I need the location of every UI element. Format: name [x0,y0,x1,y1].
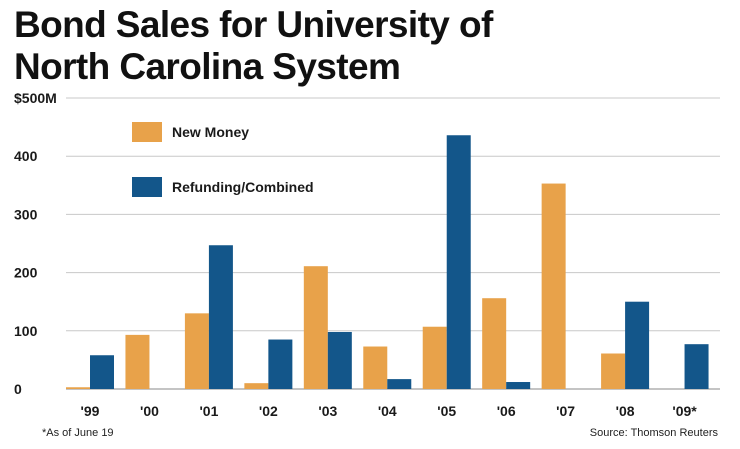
x-tick-label: '01 [199,403,218,419]
bar-new-money [482,298,507,389]
bar-refunding-combined [684,344,709,389]
bar-new-money [184,313,209,389]
x-tick-label: '02 [259,403,278,419]
chart-title-line-1: Bond Sales for University of [14,4,493,45]
source-note: Source: Thomson Reuters [589,427,718,439]
bar-new-money [125,334,150,389]
x-tick-label: '09* [672,403,697,419]
x-tick-label: '05 [437,403,456,419]
bar-refunding-combined [446,135,471,389]
y-tick-label: 200 [14,265,38,281]
bar-new-money [422,326,447,389]
chart-title: Bond Sales for University of North Carol… [14,4,493,88]
bar-new-money [303,266,328,389]
x-tick-label: '08 [616,403,635,419]
bar-new-money [601,353,626,389]
x-tick-label: '99 [81,403,100,419]
bar-new-money [541,183,566,389]
y-tick-label: 100 [14,323,38,339]
bar-refunding-combined [90,355,114,389]
bar-refunding-combined [327,331,352,389]
x-tick-label: '06 [497,403,516,419]
legend-label: Refunding/Combined [172,179,314,195]
footnote: *As of June 19 [42,427,114,439]
y-tick-label: $500M [14,90,57,106]
y-tick-label: 0 [14,381,22,397]
bar-new-money [66,387,90,389]
bar-new-money [244,383,269,389]
chart-title-line-2: North Carolina System [14,46,401,87]
x-tick-label: '03 [318,403,337,419]
bar-refunding-combined [268,339,293,389]
x-tick-label: '07 [556,403,575,419]
bar-new-money [363,346,388,389]
bar-refunding-combined [208,245,233,389]
bar-refunding-combined [387,379,412,389]
y-tick-label: 400 [14,148,38,164]
bar-refunding-combined [506,382,531,389]
y-tick-label: 300 [14,206,38,222]
bar-refunding-combined [625,301,650,389]
legend-swatch [132,122,162,142]
x-tick-label: '04 [378,403,397,419]
legend-swatch [132,177,162,197]
x-tick-label: '00 [140,403,159,419]
legend-label: New Money [172,124,249,140]
